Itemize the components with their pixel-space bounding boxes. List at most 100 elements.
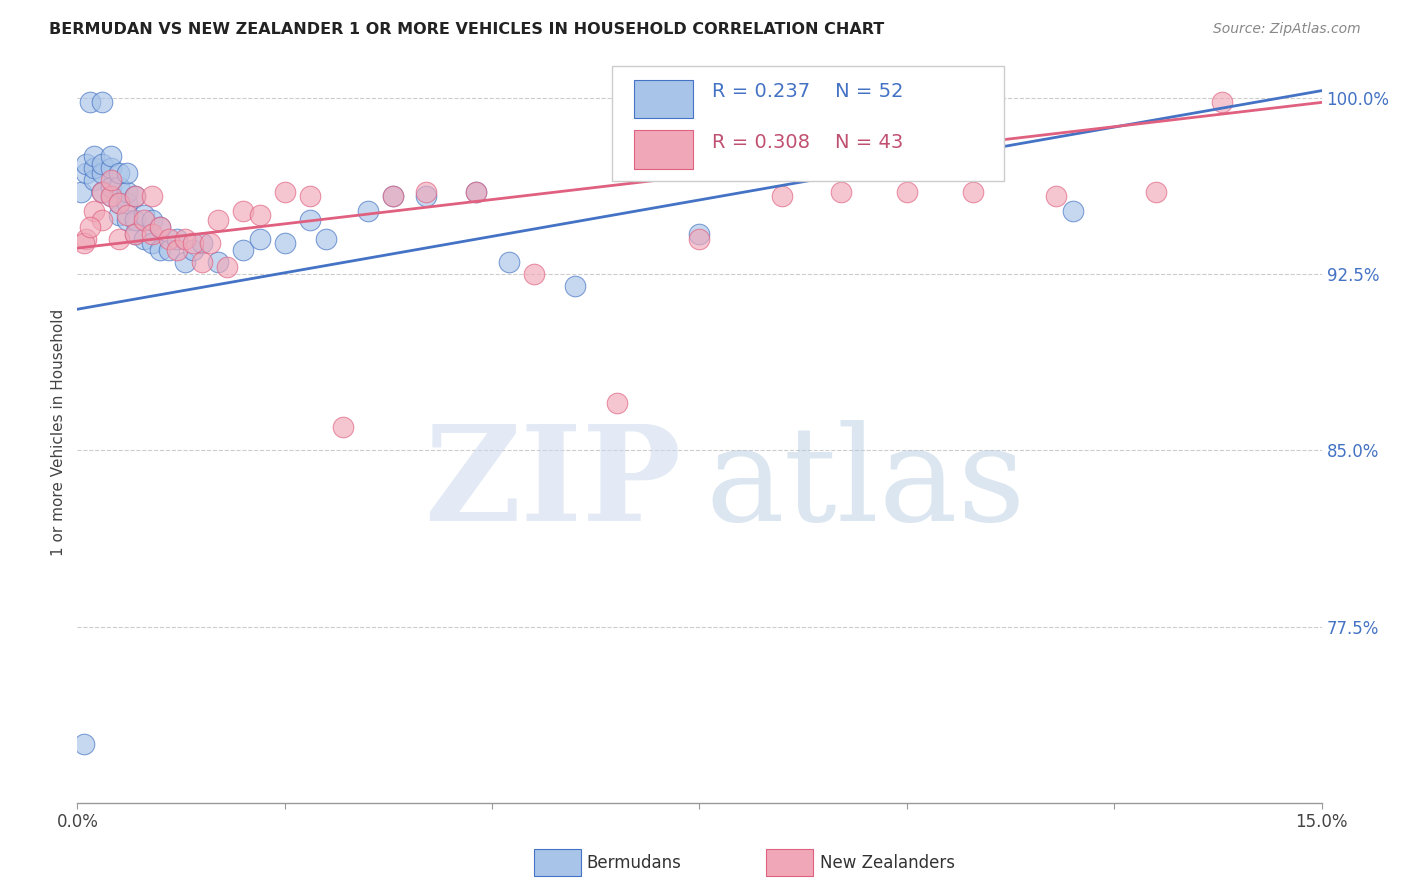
Point — [415, 189, 437, 203]
Point — [166, 232, 188, 246]
Point — [381, 189, 404, 203]
Point — [149, 244, 172, 258]
Point — [91, 213, 114, 227]
Point — [124, 213, 146, 227]
Point — [149, 219, 172, 234]
Point — [464, 185, 486, 199]
Point — [79, 219, 101, 234]
Text: R = 0.308    N = 43: R = 0.308 N = 43 — [711, 133, 903, 153]
Point — [115, 208, 138, 222]
Point — [124, 227, 146, 241]
Point — [249, 232, 271, 246]
Point — [606, 396, 628, 410]
Point — [91, 185, 114, 199]
Point — [83, 173, 105, 187]
Point — [523, 267, 546, 281]
Point — [1062, 203, 1084, 218]
Point — [75, 166, 97, 180]
Bar — [634, 79, 693, 118]
Point — [191, 255, 214, 269]
Point — [73, 236, 96, 251]
Point — [332, 419, 354, 434]
Point — [564, 278, 586, 293]
Point — [115, 213, 138, 227]
Point — [198, 236, 221, 251]
Point — [141, 213, 163, 227]
Point — [108, 208, 131, 222]
Point — [191, 236, 214, 251]
Point — [1045, 189, 1067, 203]
Point — [464, 185, 486, 199]
Bar — [634, 130, 693, 169]
Text: atlas: atlas — [706, 420, 1026, 549]
Point — [415, 185, 437, 199]
Point — [73, 737, 96, 751]
Point — [141, 189, 163, 203]
Point — [70, 185, 93, 199]
Point — [357, 203, 380, 218]
Point — [100, 149, 122, 163]
Point — [132, 208, 155, 222]
Text: BERMUDAN VS NEW ZEALANDER 1 OR MORE VEHICLES IN HOUSEHOLD CORRELATION CHART: BERMUDAN VS NEW ZEALANDER 1 OR MORE VEHI… — [49, 22, 884, 37]
Point — [75, 156, 97, 170]
Point — [274, 236, 297, 251]
Point — [91, 156, 114, 170]
Point — [157, 232, 180, 246]
Point — [91, 185, 114, 199]
Text: Source: ZipAtlas.com: Source: ZipAtlas.com — [1213, 22, 1361, 37]
Point — [108, 196, 131, 211]
Point — [166, 244, 188, 258]
Point — [91, 95, 114, 110]
Point — [108, 196, 131, 211]
Point — [298, 213, 321, 227]
Point — [689, 227, 711, 241]
Point — [115, 196, 138, 211]
Text: ZIP: ZIP — [423, 420, 681, 549]
Point — [896, 185, 918, 199]
Point — [215, 260, 238, 274]
Point — [83, 149, 105, 163]
Point — [100, 180, 122, 194]
Point — [1211, 95, 1233, 110]
Text: Bermudans: Bermudans — [586, 854, 681, 871]
Point — [962, 185, 984, 199]
Point — [100, 173, 122, 187]
Point — [381, 189, 404, 203]
FancyBboxPatch shape — [613, 66, 1004, 181]
Point — [232, 244, 254, 258]
Point — [100, 161, 122, 176]
Text: R = 0.237    N = 52: R = 0.237 N = 52 — [711, 82, 904, 101]
Point — [157, 244, 180, 258]
Point — [183, 244, 205, 258]
Point — [108, 232, 131, 246]
Point — [115, 166, 138, 180]
Point — [149, 219, 172, 234]
Point — [83, 203, 105, 218]
Point — [174, 255, 197, 269]
Point — [141, 227, 163, 241]
Point — [830, 185, 852, 199]
Point — [141, 236, 163, 251]
Point — [75, 232, 97, 246]
Point — [1144, 185, 1167, 199]
Point — [298, 189, 321, 203]
Point — [132, 213, 155, 227]
Point — [124, 189, 146, 203]
Point — [207, 255, 229, 269]
Point — [100, 189, 122, 203]
Point — [132, 232, 155, 246]
Point — [174, 232, 197, 246]
Text: New Zealanders: New Zealanders — [820, 854, 955, 871]
Point — [91, 166, 114, 180]
Point — [79, 95, 101, 110]
Point — [108, 180, 131, 194]
Point — [274, 185, 297, 199]
Point — [100, 189, 122, 203]
Point — [249, 208, 271, 222]
Point — [115, 185, 138, 199]
Point — [124, 189, 146, 203]
Point — [772, 189, 794, 203]
Point — [207, 213, 229, 227]
Point — [689, 232, 711, 246]
Point — [315, 232, 337, 246]
